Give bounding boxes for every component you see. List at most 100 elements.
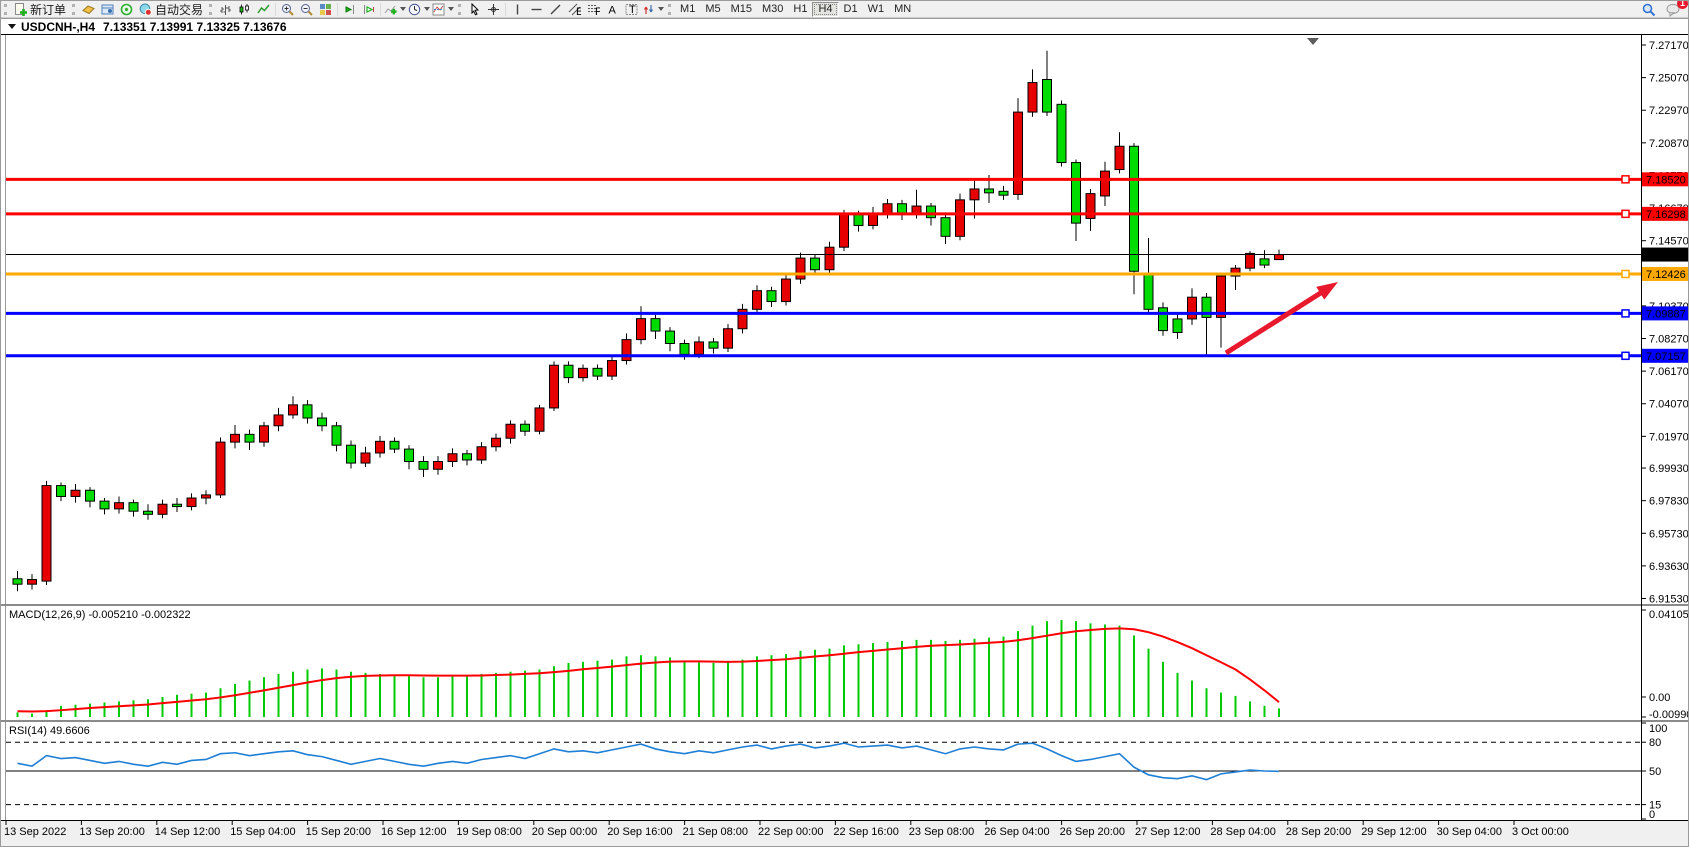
horizontal-line-button[interactable]: [527, 2, 546, 17]
time-tick-label: 20 Sep 00:00: [532, 826, 597, 838]
candle-body: [984, 188, 994, 194]
candle-body: [810, 257, 820, 271]
signal-button[interactable]: [117, 2, 136, 17]
text-icon: A: [609, 4, 617, 16]
trend-arrow-shaft[interactable]: [1224, 290, 1324, 356]
tile-windows-button[interactable]: [316, 2, 335, 17]
candle-body: [882, 203, 893, 214]
candle-body: [737, 308, 748, 330]
time-tick-label: 13 Sep 2022: [4, 826, 66, 838]
candle-body: [505, 423, 516, 439]
timeframe-m1-button[interactable]: M1: [680, 2, 696, 15]
time-tick-label: 15 Sep 04:00: [230, 826, 295, 838]
hline-handle[interactable]: [1621, 209, 1630, 219]
chart-shift-button[interactable]: [340, 2, 359, 17]
vertical-line-button[interactable]: [508, 2, 527, 17]
candle-body: [1216, 275, 1226, 318]
candlestick-chart-button[interactable]: [235, 2, 254, 17]
timeframe-d1-button[interactable]: D1: [843, 2, 858, 15]
candle-body: [766, 290, 777, 303]
timeframe-h4-button[interactable]: H4: [812, 1, 839, 17]
timeframe-m30-button[interactable]: M30: [762, 2, 784, 15]
new-order-button[interactable]: 新订单: [11, 2, 69, 17]
bar-chart-button[interactable]: [216, 2, 235, 17]
candle-body: [1114, 145, 1125, 171]
candle-body: [476, 446, 487, 461]
fibonacci-button[interactable]: F: [584, 2, 603, 17]
candle-body: [940, 217, 951, 237]
auto-scroll-button[interactable]: [359, 2, 378, 17]
time-tick-label: 26 Sep 04:00: [984, 826, 1049, 838]
toolbar-grip[interactable]: [209, 3, 213, 15]
zoom-in-button[interactable]: [278, 2, 297, 17]
trend-arrow-head[interactable]: [1316, 282, 1338, 300]
price-tick-label: 7.22970: [1649, 105, 1689, 117]
hline-handle[interactable]: [1621, 309, 1630, 318]
price-tick-label: 7.06170: [1649, 366, 1689, 378]
timeframe-h1-button[interactable]: H1: [793, 2, 808, 15]
pane-separator[interactable]: [1, 604, 1689, 606]
chart-shift-marker[interactable]: [1307, 38, 1319, 45]
candle-body: [998, 190, 1009, 196]
timeframe-m5-button[interactable]: M5: [705, 2, 721, 15]
templates-button[interactable]: [431, 2, 455, 17]
periods-button[interactable]: [407, 2, 431, 17]
one-click-trading-toggle-icon[interactable]: [8, 24, 16, 29]
trendline-button[interactable]: [546, 2, 565, 17]
tile-windows-icon: [320, 3, 332, 15]
cursor-button[interactable]: [465, 2, 484, 17]
line-chart-button[interactable]: [254, 2, 273, 17]
time-tick-label: 28 Sep 04:00: [1210, 826, 1275, 838]
rsi-tick-label: 100: [1649, 723, 1667, 735]
time-tick-label: 29 Sep 12:00: [1361, 826, 1426, 838]
templates-dropdown-caret: [448, 7, 455, 11]
candle-body: [186, 497, 197, 508]
price-tick-label: 6.95730: [1649, 528, 1689, 540]
arrows-icon: [644, 4, 654, 14]
pane-separator[interactable]: [1, 720, 1689, 722]
candle-body: [723, 328, 733, 349]
indicators-button[interactable]: [383, 2, 407, 17]
rsi-tick-label: 15: [1649, 800, 1661, 812]
toolbar-grip[interactable]: [668, 3, 672, 15]
templates-icon: [432, 3, 445, 15]
hline-handle[interactable]: [1621, 269, 1630, 279]
candle-body: [201, 494, 211, 499]
equidistant-channel-icon: E: [568, 3, 581, 16]
time-tick-label: 21 Sep 08:00: [683, 826, 748, 838]
toolbar-grip[interactable]: [458, 3, 462, 15]
new-order-icon: [15, 2, 27, 16]
toolbar-grip[interactable]: [72, 3, 76, 15]
time-tick-label: 20 Sep 16:00: [607, 826, 672, 838]
text-button[interactable]: A: [603, 2, 622, 17]
market-watch-button[interactable]: [79, 2, 98, 17]
price-label-box: [1642, 266, 1688, 281]
time-tick-label: 22 Sep 00:00: [758, 826, 823, 838]
timeframe-mn-button[interactable]: MN: [894, 2, 912, 15]
hline-handle[interactable]: [1621, 175, 1630, 184]
timeframe-w1-button[interactable]: W1: [867, 2, 885, 15]
hline-handle[interactable]: [1621, 351, 1630, 361]
search-button[interactable]: [1639, 2, 1658, 17]
svg-text:A: A: [609, 4, 617, 16]
timeframe-m15-button[interactable]: M15: [730, 2, 752, 15]
crosshair-button[interactable]: [484, 2, 503, 17]
toolbar-separator: [337, 2, 339, 16]
arrows-button[interactable]: [641, 2, 665, 17]
equidistant-channel-button[interactable]: E: [565, 2, 584, 17]
price-tick-label: 7.20870: [1649, 138, 1689, 150]
data-window-button[interactable]: [98, 2, 117, 17]
macd-label: MACD(12,26,9) -0.005210 -0.002322: [9, 609, 191, 621]
text-label-button[interactable]: T: [622, 2, 641, 17]
price-tick-label: 6.97830: [1649, 496, 1689, 508]
candle-body: [157, 503, 168, 515]
data-window-icon: [101, 4, 114, 14]
candle-body: [244, 433, 255, 443]
notifications-button[interactable]: 1: [1664, 1, 1688, 17]
toolbar-grip[interactable]: [4, 3, 7, 15]
zoom-out-button[interactable]: [297, 2, 316, 17]
price-tick-label: 6.99930: [1649, 463, 1689, 475]
candle-body: [1245, 252, 1255, 269]
autotrading-button[interactable]: 自动交易: [136, 2, 206, 17]
